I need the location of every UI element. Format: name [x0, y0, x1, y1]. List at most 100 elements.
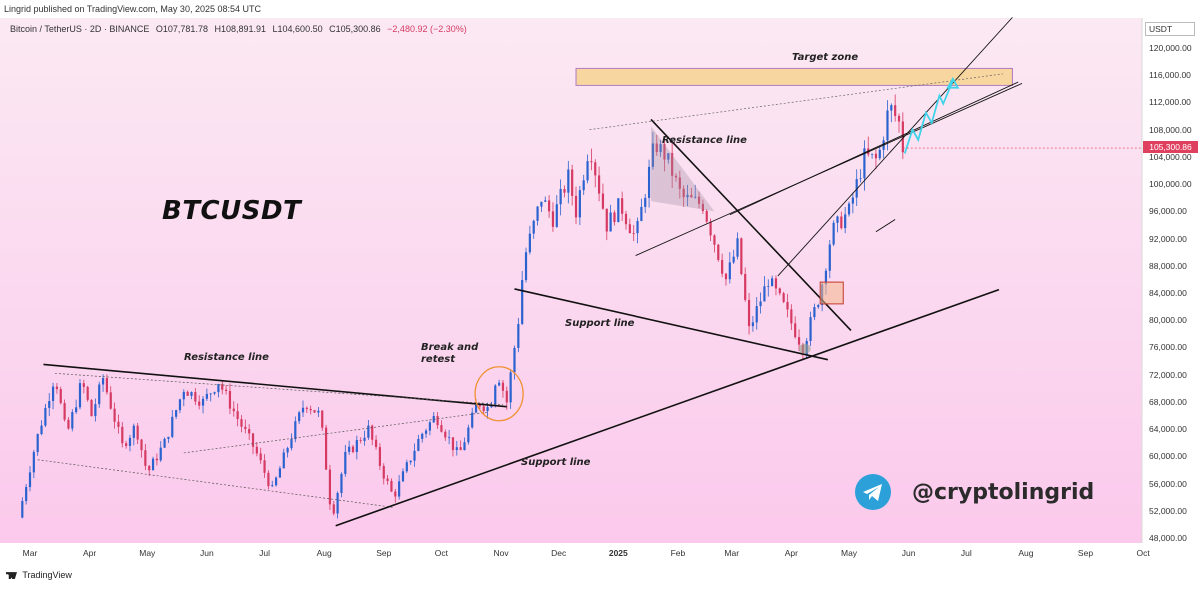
candle-body: [851, 197, 854, 204]
candle-body: [705, 211, 708, 222]
candle-body: [790, 309, 793, 324]
candle-body: [563, 189, 566, 193]
candle-body: [201, 398, 205, 406]
candle-body: [401, 471, 405, 482]
tv-logo-text: TradingView: [22, 570, 72, 580]
candle-body: [697, 196, 701, 204]
price-tick-label: 84,000.00: [1149, 288, 1187, 298]
candle-body: [359, 440, 362, 441]
candle-body: [824, 270, 828, 285]
candle-body: [890, 105, 893, 111]
resistance-line-right: [650, 118, 852, 331]
price-tick-label: 112,000.00: [1149, 97, 1191, 108]
support-line-label-lower: Support line: [521, 457, 591, 468]
tv-logo-icon: [6, 572, 17, 580]
wedge-line-lower: [635, 82, 1023, 256]
candle-body: [809, 317, 812, 341]
candle-body: [340, 473, 343, 493]
candle-body: [328, 469, 332, 505]
time-tick-label: Jun: [901, 548, 916, 558]
candle-body: [286, 448, 289, 453]
low-value: L104,600.50: [272, 24, 323, 34]
candle-body: [844, 214, 847, 229]
candle-body: [771, 278, 774, 287]
candle-body: [878, 149, 881, 159]
candle-body: [113, 408, 116, 422]
flag-lower: [875, 219, 896, 233]
candle-body: [140, 439, 143, 451]
time-tick-label: Mar: [724, 548, 740, 558]
dotted-channel-inner: [183, 411, 488, 454]
retest-box-apr: [819, 281, 844, 305]
price-tick-label: 96,000.00: [1149, 206, 1187, 217]
candle-body: [117, 421, 120, 427]
candle-body: [444, 431, 447, 438]
candle-body: [305, 407, 308, 409]
candle-body: [671, 153, 674, 176]
price-scale-background: [1142, 18, 1200, 543]
time-tick-label: Aug: [1018, 548, 1034, 558]
candle-body: [478, 405, 481, 407]
candle-body: [555, 204, 558, 227]
candle-body: [636, 221, 639, 234]
high-value: H108,891.91: [214, 24, 267, 34]
candle-body: [209, 393, 212, 395]
candle-body: [409, 460, 412, 463]
candle-body: [678, 177, 681, 189]
candle-body: [628, 224, 631, 234]
candle-body: [594, 162, 597, 176]
candle-body: [797, 337, 801, 345]
candle-body: [78, 383, 82, 408]
candle-body: [151, 458, 155, 471]
candle-body: [109, 392, 112, 409]
candle-body: [21, 501, 24, 518]
candle-body: [613, 212, 616, 223]
candle-body: [55, 386, 59, 390]
symbol-watermark: BTCUSDT: [162, 196, 302, 226]
projection-arrow: [903, 80, 954, 154]
candle-body: [324, 427, 328, 470]
candle-body: [378, 447, 382, 466]
open-value: O107,781.78: [155, 24, 208, 34]
candle-body: [428, 422, 431, 431]
price-tick-label: 100,000.00: [1149, 179, 1192, 190]
resistance-line-label-right: Resistance line: [662, 135, 747, 146]
candle-body: [436, 416, 439, 426]
candle-body: [394, 491, 397, 497]
candle-body: [205, 393, 208, 399]
candle-body: [186, 391, 189, 396]
time-tick-label: Oct: [1136, 548, 1150, 558]
candle-body: [25, 487, 28, 502]
candle-body: [505, 390, 508, 403]
candle-body: [221, 384, 224, 390]
candle-body: [59, 389, 62, 404]
time-tick-label: Jul: [960, 548, 972, 558]
candle-body: [390, 480, 393, 492]
candle-body: [728, 262, 731, 280]
price-tick-label: 56,000.00: [1149, 478, 1187, 489]
candle-body: [874, 153, 878, 159]
chart-background: [0, 18, 1142, 543]
candle-body: [644, 197, 647, 207]
consolidation-shade: [650, 126, 715, 212]
candle-body: [786, 301, 789, 310]
candle-body: [398, 481, 401, 497]
candle-body: [836, 216, 839, 223]
candle-body: [647, 166, 651, 198]
support-line-upper: [514, 288, 829, 361]
break-retest-circle: [474, 366, 524, 422]
telegram-icon[interactable]: [855, 474, 891, 510]
time-tick-label: Feb: [670, 548, 686, 558]
candle-body: [501, 382, 505, 391]
candle-body: [663, 144, 666, 160]
candle-body: [421, 433, 424, 439]
candle-body: [832, 222, 835, 245]
candle-body: [567, 169, 570, 193]
candle-body: [217, 384, 220, 393]
candle-body: [121, 426, 124, 444]
currency-label[interactable]: USDT: [1145, 22, 1195, 36]
resistance-line-label-left: Resistance line: [184, 352, 269, 363]
candle-body: [198, 401, 201, 406]
